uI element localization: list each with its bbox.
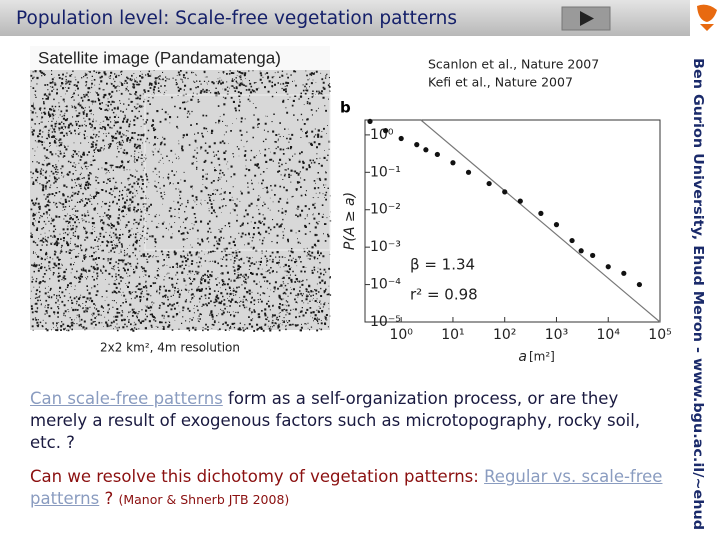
- data-point: [517, 198, 523, 204]
- y-tick-label: 10⁰: [370, 127, 394, 143]
- y-tick-label: 10⁻³: [370, 239, 401, 255]
- data-point: [502, 189, 508, 195]
- x-tick-label: 10¹: [441, 327, 464, 343]
- y-tick-label: 10⁻²: [370, 202, 401, 218]
- data-point: [465, 169, 472, 175]
- link[interactable]: Can scale-free patterns: [30, 389, 223, 408]
- x-tick-label: 10⁵: [648, 327, 671, 343]
- image-texture: [30, 70, 332, 332]
- x-tick-label: 10⁴: [597, 327, 621, 343]
- reference: Kefi et al., Nature 2007: [428, 75, 573, 90]
- y-tick-label: 10⁻⁴: [370, 277, 401, 293]
- paragraph: Can scale-free patterns form as a self-o…: [30, 388, 670, 454]
- x-tick-label: 10⁰: [389, 327, 413, 343]
- annotation: β = 1.34: [410, 256, 475, 274]
- text-run: Can we resolve this dichotomy of vegetat…: [30, 467, 485, 486]
- data-point: [636, 281, 643, 288]
- image-title-bg: [30, 46, 330, 70]
- data-point: [538, 210, 544, 216]
- plot-frame: [364, 119, 661, 323]
- data-point: [553, 222, 560, 228]
- annotation: r² = 0.98: [410, 286, 478, 304]
- data-point: [434, 151, 440, 158]
- data-point: [486, 180, 492, 187]
- y-tick-label: 10⁻¹: [370, 164, 401, 180]
- data-point: [382, 128, 389, 134]
- x-axis-unit: [m²]: [529, 350, 555, 364]
- text-run: ?: [99, 489, 119, 508]
- sidebar-credit: Ben Gurion University, Ehud Meron - www.…: [690, 58, 706, 530]
- data-point: [450, 160, 456, 166]
- paragraph: Can we resolve this dichotomy of vegetat…: [30, 466, 670, 511]
- image-bg: [30, 46, 330, 330]
- slide-title: Population level: Scale-free vegetation …: [16, 8, 457, 29]
- data-point: [578, 248, 584, 254]
- text-run: form as a self-organization process, or …: [30, 389, 641, 452]
- y-axis-label: P(A ≥ a): [342, 192, 358, 250]
- data-point: [414, 142, 420, 148]
- panel-label: b: [340, 99, 351, 117]
- logo: [697, 4, 717, 32]
- image-caption: 2x2 km², 4m resolution: [100, 341, 240, 355]
- fit-line: [420, 119, 661, 323]
- x-axis-label: a: [518, 349, 527, 365]
- data-point: [398, 135, 404, 142]
- text-run: (Manor & Shnerb JTB 2008): [118, 492, 290, 507]
- data-point: [423, 147, 429, 153]
- y-tick-label: 10⁻⁵: [370, 314, 401, 330]
- data-point: [605, 264, 611, 270]
- reference: Scanlon et al., Nature 2007: [428, 57, 599, 72]
- data-point: [621, 270, 627, 276]
- x-tick-label: 10²: [493, 327, 516, 343]
- image-inset: [144, 94, 331, 251]
- satellite-image: [30, 46, 332, 332]
- data-point: [590, 252, 596, 259]
- data-point: [367, 118, 373, 124]
- link[interactable]: Regular vs. scale-free patterns: [30, 467, 663, 508]
- data-point: [569, 237, 575, 244]
- play-icon: [580, 11, 594, 26]
- image-title: Satellite image (Pandamatenga): [38, 48, 281, 67]
- x-tick-label: 10³: [545, 327, 568, 343]
